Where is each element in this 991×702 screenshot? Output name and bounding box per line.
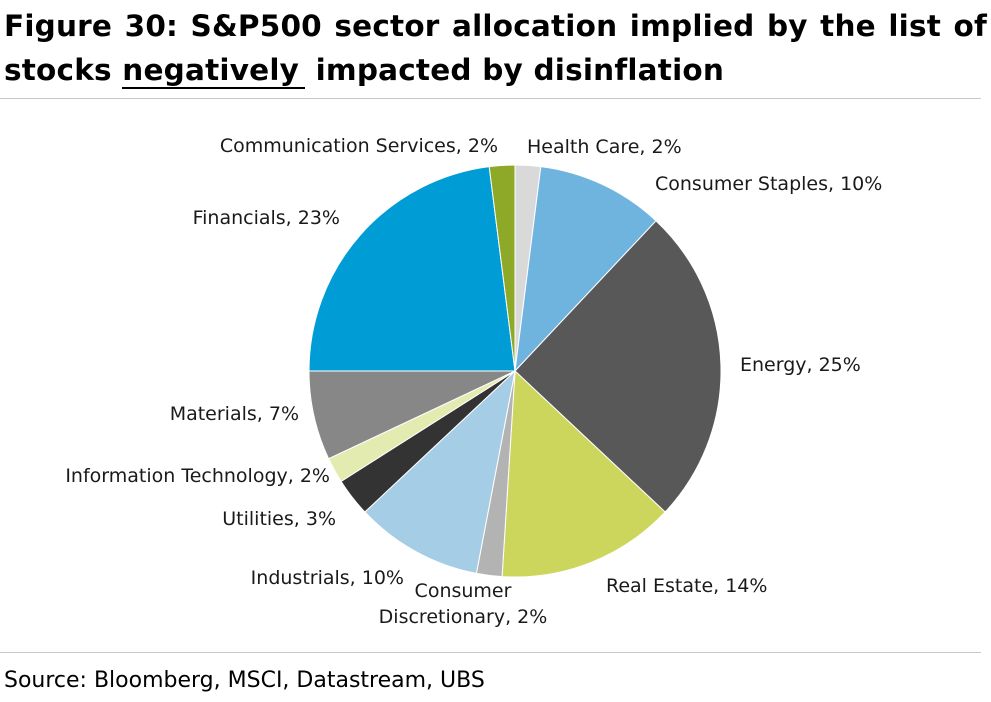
slice-label-consumer-discretionary: Consumer Discretionary, 2% <box>379 580 548 628</box>
title-line-1: Figure 30: S&P500 sector allocation impl… <box>4 9 987 43</box>
pie-chart: Health Care, 2% Consumer Staples, 10% Ener… <box>65 135 882 628</box>
slice-label-materials: Materials, 7% <box>170 403 299 425</box>
slice-label-real-estate: Real Estate, 14% <box>606 575 767 597</box>
pie-slice-energy <box>514 220 722 513</box>
slice-label-utilities: Utilities, 3% <box>222 508 336 530</box>
pie-slices <box>308 164 722 578</box>
top-divider <box>0 98 981 99</box>
title-line-2: stocks negatively impacted by disinflati… <box>4 48 987 92</box>
slice-label-industrials: Industrials, 10% <box>251 567 404 589</box>
title-line-2-prefix: stocks <box>4 53 123 87</box>
slice-label-energy: Energy, 25% <box>740 354 861 376</box>
slice-label-financials: Financials, 23% <box>193 207 340 229</box>
pie-slice-communication-services <box>488 164 516 372</box>
slice-label-consumer-staples: Consumer Staples, 10% <box>655 173 882 195</box>
pie-slice-consumer-staples <box>514 166 657 373</box>
pie-slice-financials <box>308 166 516 372</box>
chart-title: Figure 30: S&P500 sector allocation impl… <box>4 4 987 92</box>
slice-label-information-technology: Information Technology, 2% <box>65 465 330 487</box>
slice-label-health-care: Health Care, 2% <box>527 136 682 158</box>
bottom-divider <box>0 652 981 653</box>
pie-labels: Health Care, 2% Consumer Staples, 10% Ener… <box>65 135 882 628</box>
source-note: Source: Bloomberg, MSCI, Datastream, UBS <box>4 668 485 693</box>
title-line-2-suffix: impacted by disinflation <box>305 53 725 87</box>
title-underlined-word: negatively <box>122 53 306 89</box>
slice-label-communication-services: Communication Services, 2% <box>220 135 498 157</box>
pie-slice-real-estate <box>501 369 666 578</box>
pie-slice-industrials <box>364 369 516 574</box>
